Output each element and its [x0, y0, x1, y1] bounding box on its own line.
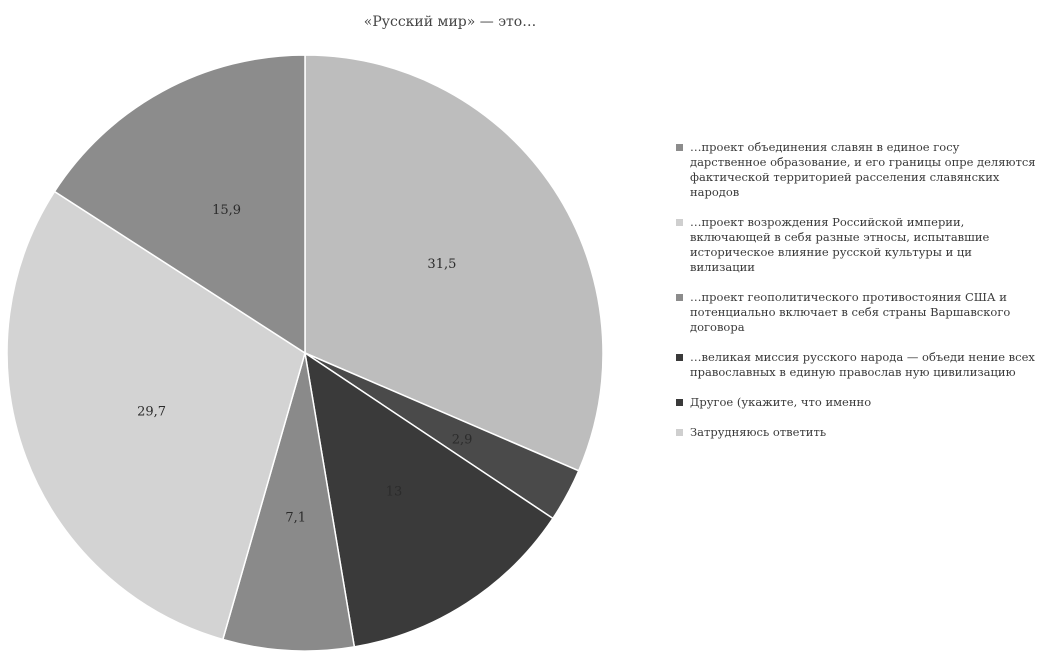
- legend-swatch: [676, 399, 683, 406]
- pie-slice: [6, 190, 306, 641]
- legend-item: …проект возрождения Российской империи, …: [676, 215, 1036, 275]
- pie-slice: [221, 352, 356, 652]
- slice-value-label: 29,7: [137, 405, 166, 420]
- chart-title: «Русский мир» — это…: [363, 14, 537, 30]
- pie-slice: [304, 54, 604, 472]
- pie-slice: [53, 54, 306, 355]
- legend-swatch: [676, 294, 683, 301]
- slice-value-label: 2,9: [452, 432, 473, 447]
- legend-swatch: [676, 219, 683, 226]
- pie-chart: 31,5 2,9 13 7,1 29,7 15,9: [6, 54, 604, 652]
- slice-value-label: 7,1: [285, 511, 306, 526]
- legend-item: …проект объединения славян в единое госу…: [676, 140, 1036, 200]
- pie-slices: [6, 54, 604, 652]
- legend-swatch: [676, 354, 683, 361]
- legend-item: …великая миссия русского народа — объеди…: [676, 350, 1036, 380]
- pie-data-labels: 31,5 2,9 13 7,1 29,7 15,9: [137, 203, 472, 525]
- legend-item: …проект геополитического противостояния …: [676, 290, 1036, 335]
- slice-value-label: 13: [386, 485, 403, 500]
- legend-swatch: [676, 429, 683, 436]
- slice-value-label: 15,9: [212, 203, 241, 218]
- legend-swatch: [676, 144, 683, 151]
- legend-label: Затрудняюсь ответить: [690, 425, 827, 439]
- legend: …проект объединения славян в единое госу…: [676, 140, 1036, 455]
- legend-label: …проект геополитического противостояния …: [690, 290, 1011, 334]
- legend-label: …проект возрождения Российской империи, …: [690, 215, 990, 274]
- legend-label: Другое (укажите, что именно: [690, 395, 872, 409]
- pie-slice: [303, 351, 554, 648]
- slice-value-label: 31,5: [427, 257, 456, 272]
- legend-item: Затрудняюсь ответить: [676, 425, 1036, 440]
- legend-label: …проект объединения славян в единое госу…: [690, 140, 1036, 199]
- legend-label: …великая миссия русского народа — объеди…: [690, 350, 1035, 379]
- legend-item: Другое (укажите, что именно: [676, 395, 1036, 410]
